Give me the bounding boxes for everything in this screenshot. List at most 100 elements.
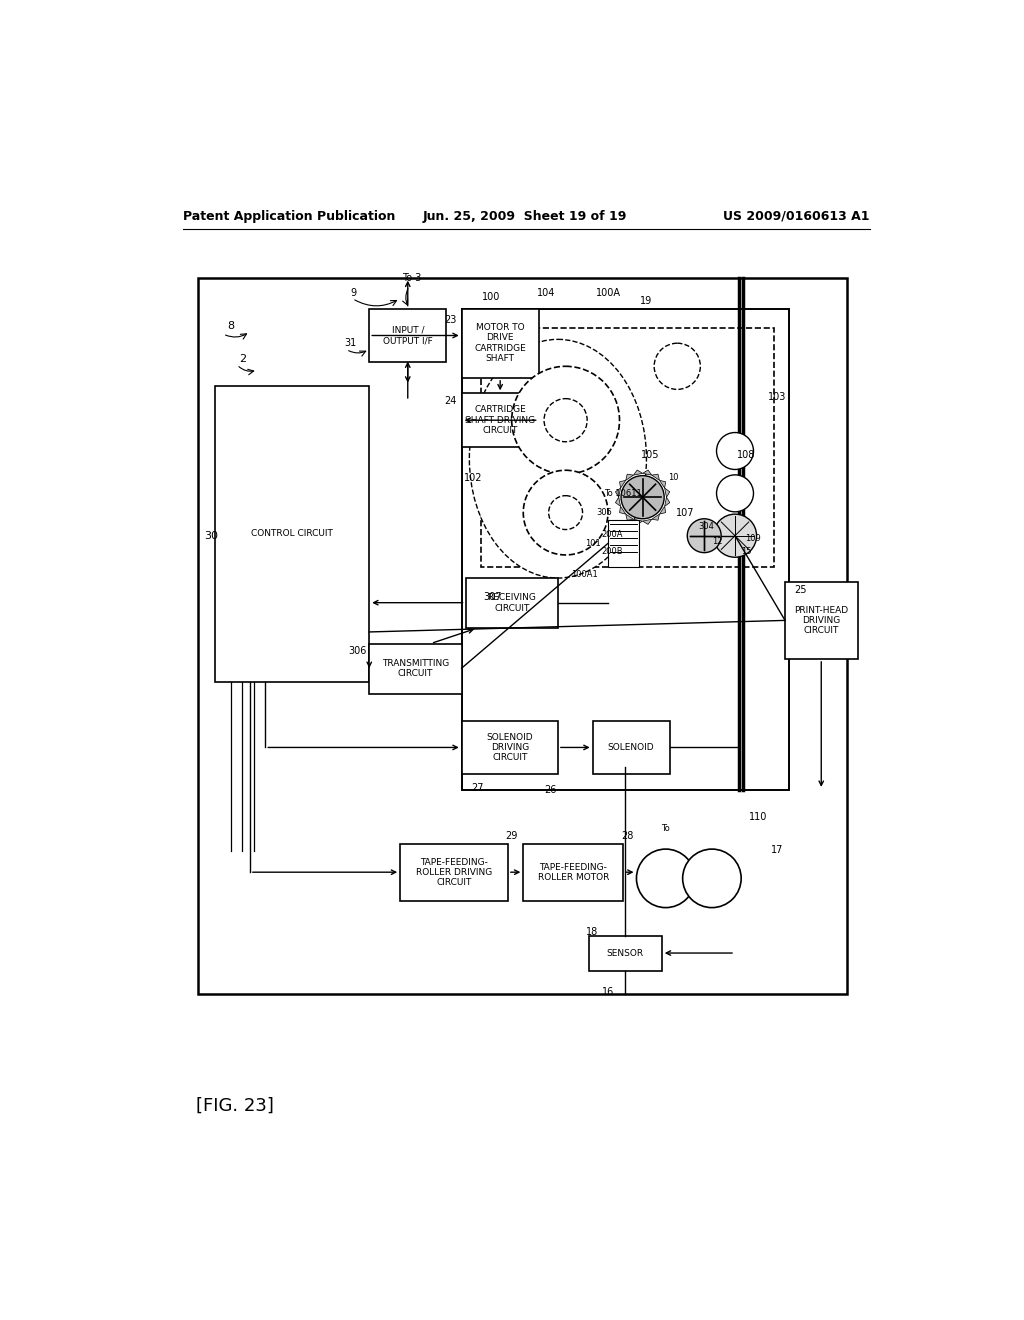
Polygon shape (643, 519, 651, 524)
Text: Jun. 25, 2009  Sheet 19 of 19: Jun. 25, 2009 Sheet 19 of 19 (423, 210, 627, 223)
Bar (215, 385, 370, 682)
Polygon shape (634, 470, 643, 475)
Bar (593, 721, 670, 775)
Bar (523, 843, 624, 902)
Polygon shape (626, 513, 634, 520)
Text: 102: 102 (464, 473, 482, 483)
Circle shape (683, 849, 741, 908)
Polygon shape (620, 507, 626, 513)
Polygon shape (651, 474, 659, 480)
Polygon shape (620, 480, 626, 488)
Text: 307: 307 (483, 593, 502, 602)
Circle shape (512, 367, 620, 474)
Text: 200B: 200B (601, 546, 623, 556)
Text: 30: 30 (205, 531, 218, 541)
Polygon shape (634, 519, 643, 524)
Text: To 3: To 3 (402, 273, 421, 282)
Text: 200A: 200A (601, 529, 623, 539)
Text: 109: 109 (744, 533, 761, 543)
Bar (400, 843, 508, 902)
Ellipse shape (469, 339, 646, 578)
Text: To: To (662, 824, 670, 833)
Bar (462, 309, 788, 789)
Polygon shape (615, 498, 621, 507)
Polygon shape (659, 480, 666, 488)
Text: 28: 28 (621, 832, 634, 841)
Bar (608, 520, 639, 566)
Polygon shape (665, 498, 670, 507)
Text: TRANSMITTING
CIRCUIT: TRANSMITTING CIRCUIT (382, 659, 450, 678)
Text: 305: 305 (596, 508, 612, 517)
Circle shape (523, 470, 608, 554)
Text: 100A1: 100A1 (571, 570, 598, 578)
Text: 104: 104 (538, 288, 556, 298)
Text: CONTROL CIRCUIT: CONTROL CIRCUIT (251, 529, 333, 539)
Text: 12: 12 (712, 537, 723, 546)
Polygon shape (665, 488, 670, 498)
Text: 10: 10 (669, 474, 679, 482)
Text: 100: 100 (481, 292, 500, 302)
Text: 31: 31 (344, 338, 356, 348)
Bar (462, 309, 539, 378)
Text: Patent Application Publication: Patent Application Publication (183, 210, 395, 223)
Text: CARTRIDGE
SHAFT DRIVING
CIRCUIT: CARTRIDGE SHAFT DRIVING CIRCUIT (465, 405, 536, 436)
Text: MOTOR TO
DRIVE
CARTRIDGE
SHAFT: MOTOR TO DRIVE CARTRIDGE SHAFT (474, 323, 526, 363)
Text: 23: 23 (444, 315, 457, 325)
Text: 107: 107 (676, 508, 694, 517)
Text: 100A: 100A (596, 288, 621, 298)
Polygon shape (626, 474, 634, 480)
Text: 9: 9 (351, 288, 357, 298)
Polygon shape (643, 470, 651, 475)
Text: SENSOR: SENSOR (607, 949, 644, 958)
Text: 16: 16 (602, 986, 614, 997)
Text: 304: 304 (698, 521, 715, 531)
Text: RECEIVING
CIRCUIT: RECEIVING CIRCUIT (487, 594, 537, 612)
Circle shape (637, 849, 695, 908)
Text: SOLENOID
DRIVING
CIRCUIT: SOLENOID DRIVING CIRCUIT (486, 733, 534, 763)
Text: 17: 17 (771, 845, 783, 855)
Text: 27: 27 (471, 783, 483, 793)
Circle shape (621, 475, 665, 519)
Text: [FIG. 23]: [FIG. 23] (196, 1097, 273, 1114)
Bar (370, 309, 446, 363)
Text: TAPE-FEEDING-
ROLLER DRIVING
CIRCUIT: TAPE-FEEDING- ROLLER DRIVING CIRCUIT (416, 858, 493, 887)
Text: 19: 19 (640, 296, 652, 306)
Polygon shape (651, 513, 659, 520)
Bar (481, 327, 773, 566)
Circle shape (549, 495, 583, 529)
Text: 103: 103 (768, 392, 786, 403)
Bar (462, 393, 539, 447)
Text: TAPE-FEEDING-
ROLLER MOTOR: TAPE-FEEDING- ROLLER MOTOR (538, 863, 609, 882)
Bar (466, 578, 558, 628)
Circle shape (714, 515, 757, 557)
Bar (462, 721, 558, 775)
Text: INPUT /
OUTPUT I/F: INPUT / OUTPUT I/F (383, 326, 432, 346)
Text: 105: 105 (641, 450, 659, 459)
Polygon shape (615, 488, 621, 498)
Text: 108: 108 (737, 450, 756, 459)
Text: 25: 25 (795, 585, 807, 594)
Bar (589, 936, 662, 970)
Circle shape (654, 343, 700, 389)
Text: To 10611: To 10611 (604, 488, 642, 498)
Text: 29: 29 (506, 832, 518, 841)
Text: 306: 306 (348, 647, 367, 656)
Text: 18: 18 (587, 927, 599, 937)
Text: 101: 101 (585, 539, 600, 548)
Polygon shape (659, 507, 666, 513)
Text: 24: 24 (444, 396, 457, 407)
Text: 15: 15 (741, 546, 752, 556)
Bar (370, 644, 462, 693)
Text: US 2009/0160613 A1: US 2009/0160613 A1 (723, 210, 869, 223)
Text: SOLENOID: SOLENOID (608, 743, 654, 752)
Text: 8: 8 (227, 321, 234, 331)
Circle shape (687, 519, 721, 553)
Circle shape (717, 475, 754, 512)
Bar (785, 582, 858, 659)
Bar (199, 277, 847, 994)
Circle shape (717, 433, 754, 470)
Text: 110: 110 (749, 812, 767, 822)
Text: PRINT-HEAD
DRIVING
CIRCUIT: PRINT-HEAD DRIVING CIRCUIT (795, 606, 849, 635)
Text: 2: 2 (239, 354, 246, 363)
Text: 26: 26 (544, 785, 556, 795)
